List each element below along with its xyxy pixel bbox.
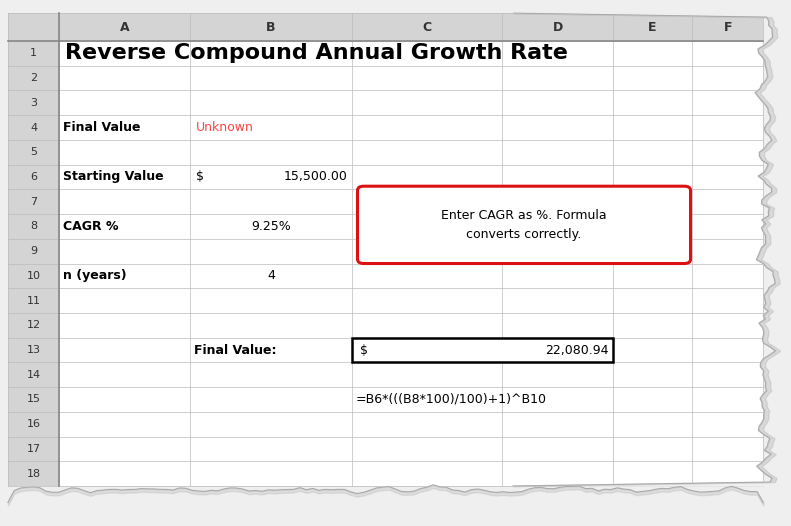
Text: 9.25%: 9.25% [251,220,291,233]
Text: 8: 8 [30,221,37,231]
Text: 15: 15 [27,394,40,404]
Text: 16: 16 [27,419,40,429]
Text: A: A [119,21,130,34]
Text: $: $ [196,170,204,184]
Text: 15,500.00: 15,500.00 [283,170,347,184]
Text: 10: 10 [27,271,40,281]
Text: Unknown: Unknown [196,121,254,134]
Text: Final Value: Final Value [63,121,141,134]
Text: 5: 5 [30,147,37,157]
Text: 3: 3 [30,98,37,108]
Text: Reverse Compound Annual Growth Rate: Reverse Compound Annual Growth Rate [65,43,568,64]
Text: 1: 1 [30,48,37,58]
Bar [8,13,59,486]
Text: 9: 9 [30,246,37,256]
Text: F: F [724,21,732,34]
Text: CAGR %: CAGR % [63,220,119,233]
Bar [8,13,763,486]
Text: 2: 2 [30,73,37,83]
Polygon shape [8,485,763,526]
Text: n (years): n (years) [63,269,127,282]
Text: $: $ [360,343,368,357]
Text: 18: 18 [27,469,40,479]
Text: 11: 11 [27,296,40,306]
Text: 4: 4 [30,123,37,133]
Text: Enter CAGR as %. Formula
converts correctly.: Enter CAGR as %. Formula converts correc… [441,209,607,241]
Text: E: E [649,21,657,34]
Text: 7: 7 [30,197,37,207]
Text: =B6*(((B8*100)/100)+1)^B10: =B6*(((B8*100)/100)+1)^B10 [356,393,547,406]
Text: D: D [553,21,562,34]
Bar [8,13,763,41]
Text: 13: 13 [27,345,40,355]
Text: Final Value:: Final Value: [194,343,276,357]
Polygon shape [513,13,791,486]
FancyBboxPatch shape [358,186,691,264]
Text: 4: 4 [267,269,274,282]
Text: 17: 17 [27,444,40,454]
Text: 14: 14 [27,370,40,380]
Text: Starting Value: Starting Value [63,170,164,184]
Bar [352,338,613,362]
Text: C: C [422,21,432,34]
Text: 6: 6 [30,172,37,182]
Text: B: B [266,21,276,34]
Text: 22,080.94: 22,080.94 [545,343,608,357]
Text: 12: 12 [27,320,40,330]
